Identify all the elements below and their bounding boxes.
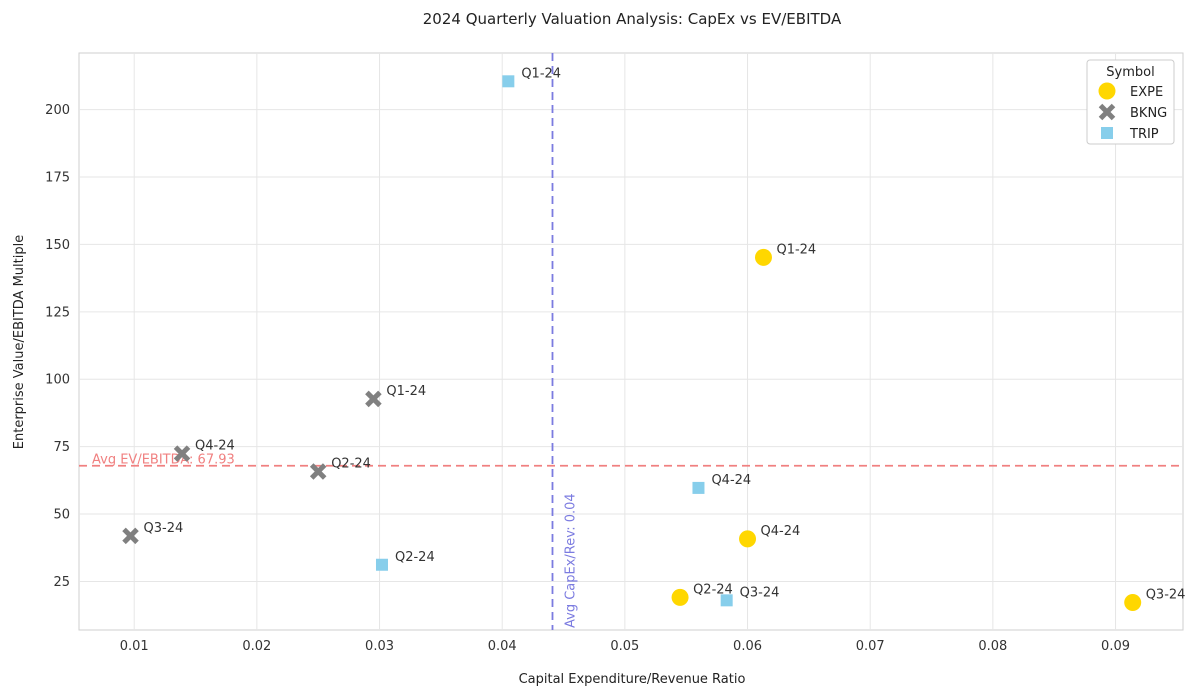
- trip-q4-24-point: [692, 481, 705, 494]
- x-tick-label: 0.02: [242, 639, 271, 654]
- y-tick-label: 50: [53, 508, 70, 523]
- expe-q2-24-point: [671, 588, 689, 606]
- legend-box: [1086, 59, 1175, 145]
- point-label: Q1-24: [521, 66, 561, 81]
- data-points: Q1-24 Q2-24 Q3-24 Q4-24 Q1-24 Q2-24 Q3-24 Q4-24…: [122, 66, 1186, 611]
- y-axis-title: Enterprise Value/EBITDA Multiple: [12, 235, 27, 449]
- y-tick-label: 200: [45, 103, 70, 118]
- expe-q4-24-point: [739, 530, 757, 548]
- legend-label: EXPE: [1130, 85, 1163, 100]
- legend-marker-expe: [1098, 82, 1116, 100]
- avg-capex-rev-label: Avg CapEx/Rev: 0.04: [563, 493, 578, 628]
- legend-label: TRIP: [1129, 127, 1159, 142]
- bkng-q3-24-point: [122, 527, 139, 545]
- bkng-q2-24-point: [309, 463, 327, 480]
- x-axis-title: Capital Expenditure/Revenue Ratio: [519, 672, 746, 687]
- chart-title: 2024 Quarterly Valuation Analysis: CapEx…: [423, 10, 842, 28]
- x-tick-label: 0.07: [856, 639, 885, 654]
- plot-area: [78, 52, 1184, 631]
- x-tick-label: 0.01: [120, 639, 149, 654]
- point-label: Q4-24: [195, 439, 235, 454]
- x-tick-label: 0.06: [733, 639, 762, 654]
- point-label: Q2-24: [693, 582, 733, 597]
- bkng-q4-24-point: [173, 445, 191, 462]
- y-tick-label: 175: [45, 171, 70, 186]
- x-tick-label: 0.04: [488, 639, 517, 654]
- legend-title: Symbol: [1106, 65, 1154, 80]
- expe-q3-24-point: [1124, 593, 1142, 611]
- y-axis-ticks: 25 50 75 100 125 150 175 200: [45, 103, 70, 590]
- y-tick-label: 100: [45, 373, 70, 388]
- legend-marker-bkng: [1098, 103, 1116, 121]
- y-tick-label: 150: [45, 238, 70, 253]
- x-axis-ticks: 0.01 0.02 0.03 0.04 0.05 0.06 0.07 0.08 0.09: [120, 639, 1130, 654]
- y-tick-label: 25: [53, 575, 70, 590]
- legend: Symbol EXPE BKNG TRIP: [1086, 59, 1175, 145]
- y-tick-label: 75: [53, 440, 70, 455]
- point-label: Q2-24: [395, 550, 435, 565]
- legend-marker-trip: [1101, 127, 1113, 139]
- x-tick-label: 0.05: [610, 639, 639, 654]
- reference-lines: Avg EV/EBITDA: 67.93 Avg CapEx/Rev: 0.04: [79, 53, 1183, 630]
- point-label: Q3-24: [740, 585, 780, 600]
- x-tick-label: 0.09: [1101, 639, 1130, 654]
- avg-ev-ebitda-label: Avg EV/EBITDA: 67.93: [92, 453, 235, 468]
- point-label: Q1-24: [776, 242, 816, 257]
- bkng-q1-24-point: [365, 390, 382, 408]
- x-tick-label: 0.08: [978, 639, 1007, 654]
- point-label: Q4-24: [711, 473, 751, 488]
- trip-q2-24-point: [375, 558, 388, 571]
- grid-lines: [79, 53, 1183, 630]
- expe-q1-24-point: [754, 248, 772, 266]
- point-label: Q3-24: [144, 521, 184, 536]
- y-tick-label: 125: [45, 305, 70, 320]
- point-label: Q4-24: [761, 524, 801, 539]
- point-label: Q3-24: [1146, 587, 1186, 602]
- x-tick-label: 0.03: [365, 639, 394, 654]
- legend-label: BKNG: [1130, 106, 1167, 121]
- trip-q1-24-point: [502, 75, 515, 88]
- trip-q3-24-point: [720, 594, 733, 607]
- point-label: Q1-24: [386, 384, 426, 399]
- point-label: Q2-24: [331, 456, 371, 471]
